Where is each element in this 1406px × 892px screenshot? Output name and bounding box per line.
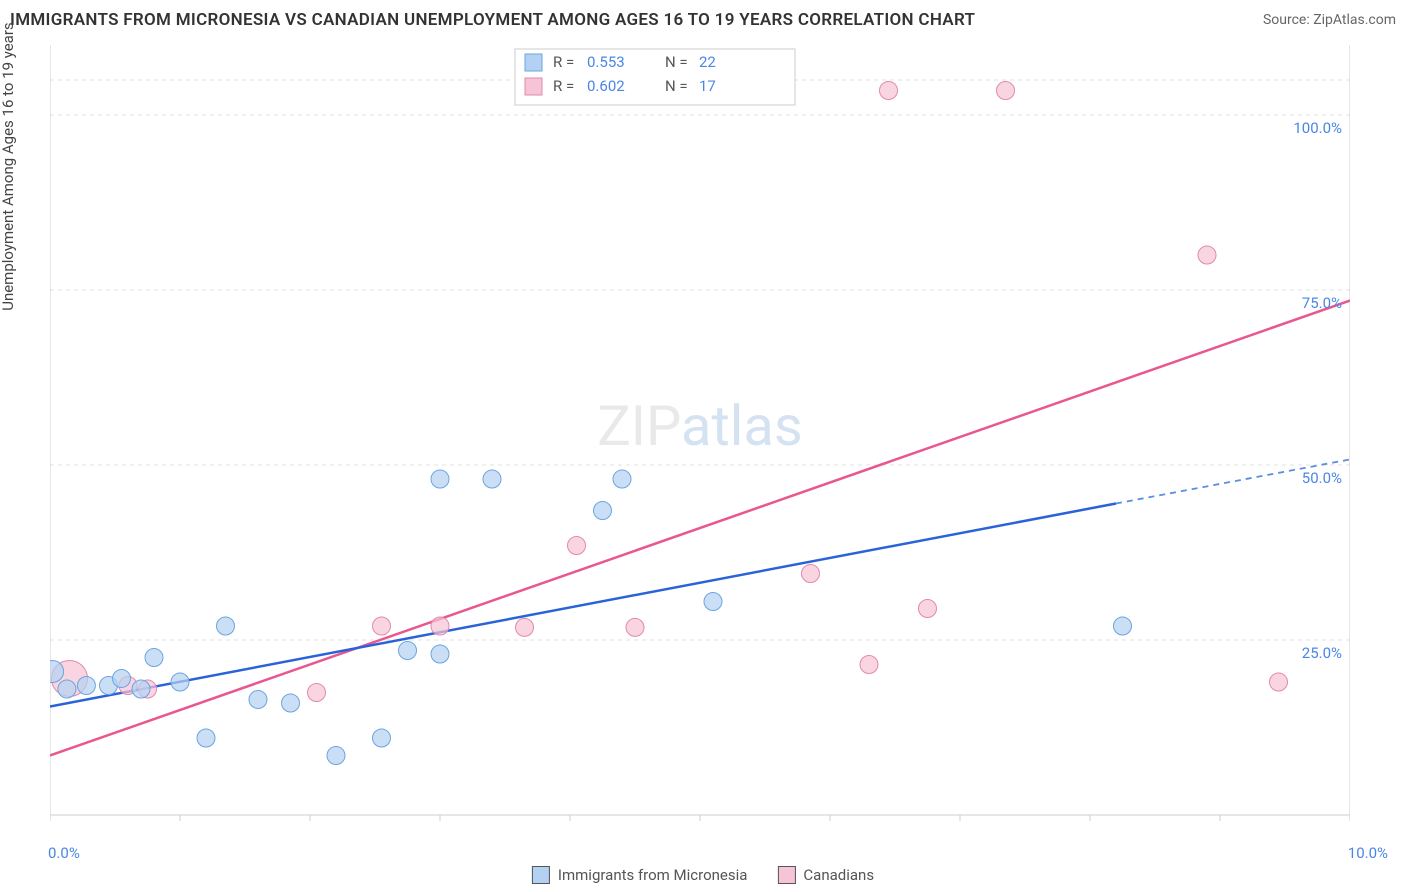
scatter-point [308,684,326,702]
scatter-point [399,642,417,660]
scatter-point [860,656,878,674]
svg-text:17: 17 [699,77,716,95]
scatter-point [626,618,644,636]
scatter-point [704,593,722,611]
x-axis-tick-right: 10.0% [1348,844,1388,862]
scatter-point [1270,673,1288,691]
scatter-point [327,747,345,765]
svg-text:R =: R = [553,77,574,95]
watermark: ZIPatlas [597,393,803,459]
scatter-point [880,82,898,100]
scatter-point [802,565,820,583]
scatter-points-pink [52,82,1288,702]
scatter-point [1198,246,1216,264]
legend-item-blue: Immigrants from Micronesia [532,866,748,884]
scatter-point [919,600,937,618]
scatter-point [613,470,631,488]
x-axis-tick-left: 0.0% [48,844,80,862]
scatter-point [197,729,215,747]
scatter-point [594,502,612,520]
scatter-point [431,617,449,635]
scatter-point [431,470,449,488]
scatter-point [373,729,391,747]
scatter-point [483,470,501,488]
y-axis-tick-labels: 25.0% 50.0% 75.0% 100.0% [1293,119,1342,662]
scatter-point [997,82,1015,100]
y-axis-label: Unemployment Among Ages 16 to 19 years [0,22,17,310]
legend-bottom: Immigrants from Micronesia Canadians [532,866,874,884]
scatter-point [132,680,150,698]
scatter-point [249,691,267,709]
svg-text:100.0%: 100.0% [1293,119,1342,137]
chart-title: IMMIGRANTS FROM MICRONESIA VS CANADIAN U… [10,10,975,30]
chart-source: Source: ZipAtlas.com [1263,12,1396,28]
scatter-point [58,680,76,698]
svg-text:75.0%: 75.0% [1302,294,1342,312]
scatter-point [113,670,131,688]
legend-swatch-pink [777,866,795,884]
svg-text:0.602: 0.602 [587,77,625,95]
scatter-point [431,645,449,663]
watermark-zip: ZIP [597,393,681,459]
chart-svg: ZIPatlas 25.0% 50.0% 75.0% 100.0% R = 0.553 N… [50,45,1350,835]
svg-text:50.0%: 50.0% [1302,469,1342,487]
trend-lines [50,301,1350,756]
svg-text:22: 22 [699,53,716,71]
scatter-point [217,617,235,635]
svg-text:R =: R = [553,53,574,71]
chart-area: ZIPatlas 25.0% 50.0% 75.0% 100.0% R = 0.553 N… [50,45,1350,835]
scatter-point [516,618,534,636]
svg-text:N =: N = [665,77,688,95]
watermark-atlas: atlas [681,393,803,459]
legend-item-pink: Canadians [777,866,874,884]
scatter-point [568,537,586,555]
scatter-points-blue [50,470,1132,765]
scatter-point [282,694,300,712]
legend-top-box: R = 0.553 N = 22 R = 0.602 N = 17 [515,49,795,105]
chart-header: IMMIGRANTS FROM MICRONESIA VS CANADIAN U… [10,10,1396,30]
svg-text:0.553: 0.553 [587,53,625,71]
svg-text:25.0%: 25.0% [1302,644,1342,662]
svg-text:N =: N = [665,53,688,71]
scatter-point [171,673,189,691]
scatter-point [145,649,163,667]
legend-label-blue: Immigrants from Micronesia [558,866,748,884]
scatter-point [1114,617,1132,635]
legend-swatch-blue [532,866,550,884]
scatter-point [373,617,391,635]
legend-label-pink: Canadians [803,866,874,884]
scatter-point [77,677,95,695]
